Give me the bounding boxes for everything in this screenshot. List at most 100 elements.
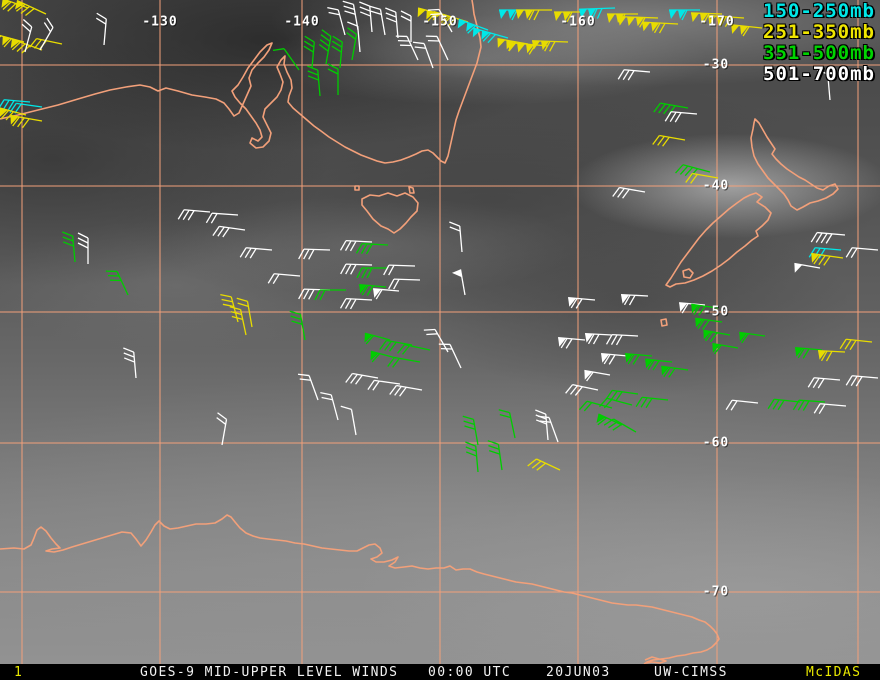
wind-barb-351-500mb: [695, 317, 723, 330]
wind-barb-351-500mb: [703, 329, 731, 343]
wind-barb-351-500mb: [289, 310, 306, 341]
wind-barb-251-350mb: [708, 14, 745, 28]
wind-barb-351-500mb: [355, 242, 389, 255]
coastline-stewart-island: [682, 268, 694, 279]
wind-barb-501-700mb: [95, 12, 107, 46]
legend-label: 351-500mb: [763, 42, 875, 64]
coastline-antarctica-coast: [0, 514, 720, 664]
legend-label: 251-350mb: [763, 21, 875, 43]
coastline-macquarie-island: [644, 656, 667, 664]
lon-label: -150: [422, 14, 458, 30]
wind-barb-351-500mb: [359, 283, 387, 296]
wind-barb-501-700mb: [385, 7, 399, 39]
wind-barb-351-500mb: [105, 270, 129, 296]
wind-barb-501-700mb: [794, 262, 821, 273]
wind-barb-351-500mb: [653, 102, 689, 116]
wind-barb-251-350mb: [652, 134, 686, 147]
wind-barb-501-700mb: [449, 221, 463, 253]
wind-barb-351-500mb: [487, 440, 503, 471]
wind-barb-501-700mb: [345, 372, 379, 385]
wind-barb-501-700mb: [373, 288, 400, 300]
frame-number: 1: [14, 665, 24, 680]
wind-barb-501-700mb: [664, 111, 698, 123]
wind-barb-501-700mb: [340, 405, 357, 436]
legend-item-150-250: 150-250mb: [763, 1, 875, 22]
wind-barb-351-500mb: [62, 231, 76, 263]
wind-barb-351-500mb: [578, 400, 613, 412]
wind-barb-251-350mb: [0, 33, 25, 48]
wind-barb-501-700mb: [558, 336, 586, 349]
wind-barb-501-700mb: [339, 297, 373, 310]
wind-barb-351-500mb: [465, 441, 479, 473]
wind-barb-501-700mb: [389, 384, 423, 397]
wind-barb-501-700mb: [339, 239, 373, 252]
wind-barb-351-500mb: [318, 29, 332, 65]
wind-barb-501-700mb: [565, 383, 599, 396]
wind-barb-251-350mb: [642, 21, 679, 34]
wind-barb-501-700mb: [535, 409, 549, 441]
wind-barb-150-250mb: [578, 7, 616, 20]
wind-barb-351-500mb: [739, 331, 766, 344]
wind-barb-251-350mb: [618, 15, 659, 28]
wind-barb-351-500mb: [387, 356, 421, 368]
lat-label: -60: [702, 435, 730, 451]
wind-barb-501-700mb: [297, 373, 319, 401]
wind-barb-501-700mb: [395, 35, 419, 61]
wind-barb-251-350mb: [527, 458, 561, 471]
wind-barb-501-700mb: [267, 273, 301, 285]
wind-barb-501-700mb: [342, 0, 359, 31]
timestamp-utc: 00:00 UTC: [428, 665, 512, 680]
org-label: UW-CIMSS: [654, 665, 728, 680]
wind-barb-251-350mb: [0, 105, 27, 121]
wind-barb-501-700mb: [359, 1, 373, 33]
lon-label: -130: [142, 14, 178, 30]
wind-barb-351-500mb: [356, 267, 388, 279]
wind-barb-351-500mb: [767, 398, 801, 411]
status-bar: 1 GOES-9 MID-UPPER LEVEL WINDS 00:00 UTC…: [0, 664, 880, 680]
wind-barb-501-700mb: [585, 332, 613, 345]
wind-barb-501-700mb: [537, 415, 559, 443]
wind-barb-501-700mb: [845, 247, 879, 259]
wind-barb-501-700mb: [21, 18, 33, 53]
lat-label: -50: [702, 304, 730, 320]
wind-barb-150-250mb: [457, 18, 489, 34]
wind-barb-501-700mb: [369, 5, 386, 36]
coastline-nz-south-island: [665, 192, 772, 288]
legend-item-251-350: 251-350mb: [763, 22, 875, 43]
wind-barb-501-700mb: [320, 392, 339, 421]
wind-barb-351-500mb: [792, 399, 826, 411]
wind-barb-251-350mb: [229, 306, 247, 336]
wind-barb-351-500mb: [327, 63, 339, 95]
wind-barb-501-700mb: [817, 69, 831, 101]
wind-barb-351-500mb: [314, 289, 346, 301]
wind-barb-501-700mb: [617, 69, 651, 81]
wind-barb-251-350mb: [811, 252, 844, 266]
lon-label: -140: [284, 14, 320, 30]
wind-barb-501-700mb: [239, 247, 273, 259]
legend-item-501-700: 501-700mb: [763, 64, 875, 85]
wind-barb-351-500mb: [795, 346, 823, 359]
wind-barb-501-700mb: [621, 293, 649, 306]
wind-barb-501-700mb: [845, 375, 879, 387]
wind-barb-501-700mb: [423, 328, 449, 353]
wind-barb-150-250mb: [669, 9, 700, 21]
wind-barb-501-700mb: [725, 399, 759, 411]
wind-barb-351-500mb: [307, 65, 321, 97]
wind-barb-501-700mb: [367, 379, 401, 391]
wind-barb-251-350mb: [236, 297, 253, 328]
wind-barb-501-700mb: [383, 264, 416, 276]
wind-barb-251-350mb: [15, 0, 47, 16]
wind-barb-251-350mb: [531, 40, 569, 52]
wind-barb-351-500mb: [364, 332, 391, 345]
coastline-australia-south-coast: [0, 0, 482, 164]
wind-barb-501-700mb: [216, 412, 228, 446]
lon-label: -160: [560, 14, 596, 30]
wind-barb-501-700mb: [612, 186, 646, 199]
wind-barb-501-700mb: [601, 352, 629, 365]
wind-barb-501-700mb: [425, 35, 449, 61]
wind-barb-501-700mb: [347, 21, 361, 53]
software-brand: McIDAS: [806, 665, 862, 680]
legend-label: 150-250mb: [763, 0, 875, 22]
wind-barb-351-500mb: [272, 48, 300, 71]
